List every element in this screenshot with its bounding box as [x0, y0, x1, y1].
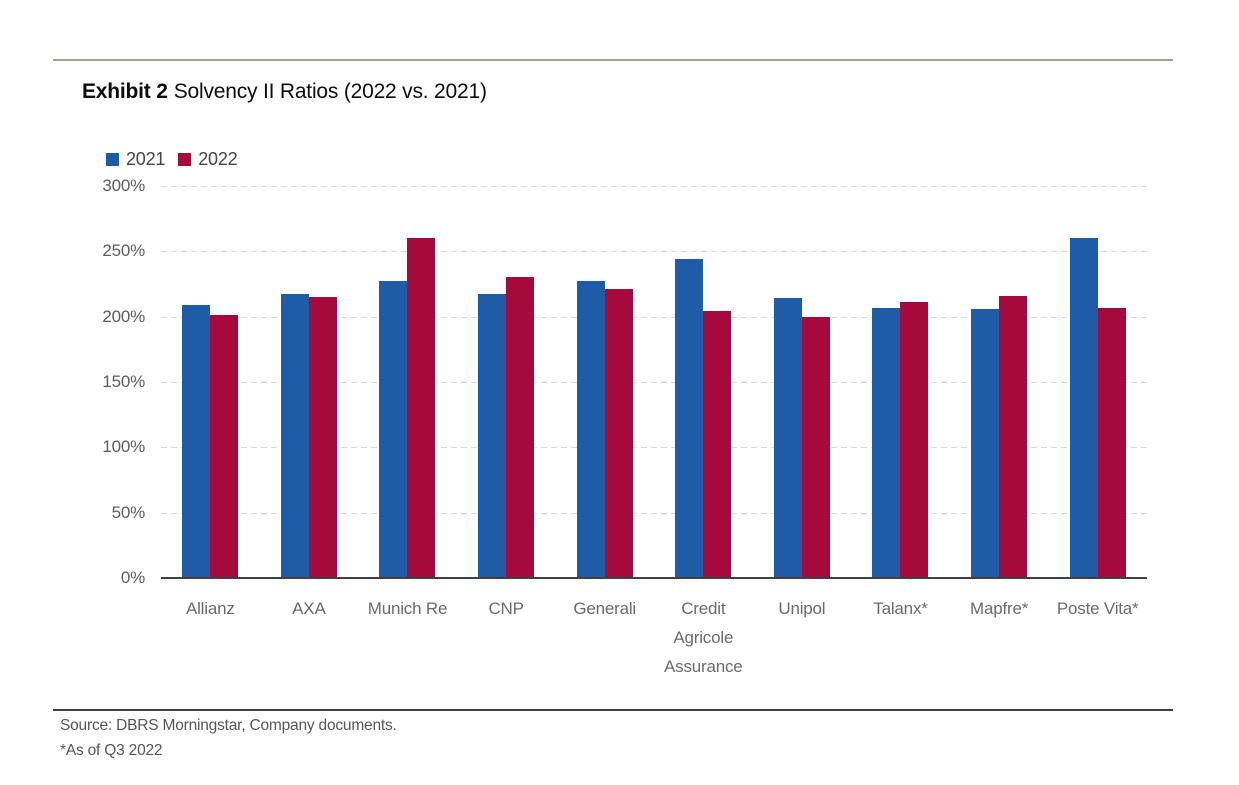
bar-2022	[308, 297, 337, 578]
source-note: Source: DBRS Morningstar, Company docume…	[60, 717, 397, 734]
bar-2021	[280, 294, 309, 578]
y-tick-label-50: 50%	[111, 502, 146, 522]
chart-legend: 2021 2022	[106, 150, 251, 168]
bar-2022	[703, 311, 732, 578]
footnote: *As of Q3 2022	[60, 742, 163, 759]
bar-2022	[210, 315, 239, 578]
bar-2021	[379, 281, 408, 578]
y-axis: 0% 50% 100% 150% 200% 250% 300%	[85, 176, 146, 587]
legend-swatch-2022	[178, 152, 192, 166]
y-tick-label-0: 0%	[120, 568, 145, 587]
x-category-label: Credit Agricole Assurance	[664, 599, 743, 676]
legend-item-2022: 2022	[178, 149, 238, 169]
legend-item-2021: 2021	[106, 150, 165, 168]
exhibit-number: Exhibit 2	[82, 80, 168, 103]
bar-2022	[900, 302, 929, 578]
plot-area	[161, 186, 1147, 579]
y-tick-label-100: 100%	[102, 437, 145, 457]
bar-2021	[872, 307, 901, 578]
chart-title: Exhibit 2 Solvency II Ratios (2022 vs. 20…	[82, 80, 487, 104]
x-category-label: AXA	[292, 599, 326, 618]
bar-2022	[801, 316, 830, 578]
x-category-label: Mapfre*	[970, 599, 1029, 618]
bottom-divider	[53, 709, 1173, 711]
bar-2022	[407, 238, 436, 578]
gridline-150	[161, 382, 1147, 383]
legend-swatch-2021	[106, 152, 119, 166]
bar-2021	[971, 308, 1000, 578]
bar-2021	[182, 304, 211, 578]
category-group-munich-re	[358, 186, 457, 578]
category-group-generali	[555, 186, 654, 578]
x-category-label: Talanx*	[873, 599, 928, 618]
gridline-250	[161, 251, 1147, 253]
x-category-label: Generali	[573, 599, 637, 618]
x-axis-line	[161, 577, 1147, 579]
category-group-talanx-	[851, 186, 950, 578]
x-category-label: Poste Vita*	[1056, 599, 1139, 618]
y-tick-label-300: 300%	[102, 176, 145, 195]
bar-2022	[999, 295, 1028, 578]
x-category-label: Munich Re	[367, 599, 448, 618]
chart-title-text: Solvency II Ratios (2022 vs. 2021)	[173, 80, 487, 103]
x-category-label: CNP	[488, 599, 524, 618]
bar-2021	[773, 298, 802, 578]
category-group-unipol	[753, 186, 852, 578]
category-group-cnp	[457, 186, 556, 578]
x-category-label: Allianz	[185, 599, 235, 618]
top-divider	[53, 59, 1173, 61]
bar-2021	[1069, 238, 1098, 578]
legend-label: 2021	[126, 149, 166, 169]
y-tick-label-250: 250%	[102, 241, 145, 261]
gridline-100	[161, 447, 1147, 449]
category-group-credit-agricole-assurance	[654, 186, 753, 578]
bar-2022	[1097, 307, 1126, 578]
gridline-300	[161, 186, 1147, 187]
bar-2021	[478, 294, 507, 578]
bar-2021	[576, 281, 605, 578]
bar-2021	[675, 259, 704, 578]
y-tick-label-150: 150%	[102, 372, 145, 391]
gridline-200	[161, 316, 1147, 318]
x-category-label: Unipol	[778, 599, 826, 618]
category-group-allianz	[161, 186, 260, 578]
bar-2022	[506, 277, 535, 578]
y-tick-label-200: 200%	[102, 306, 145, 326]
category-group-poste-vita-	[1048, 186, 1147, 578]
legend-label: 2022	[198, 149, 238, 169]
category-group-mapfre-	[950, 186, 1049, 578]
gridline-50	[161, 512, 1147, 514]
bar-2022	[604, 289, 633, 578]
category-group-axa	[260, 186, 359, 578]
